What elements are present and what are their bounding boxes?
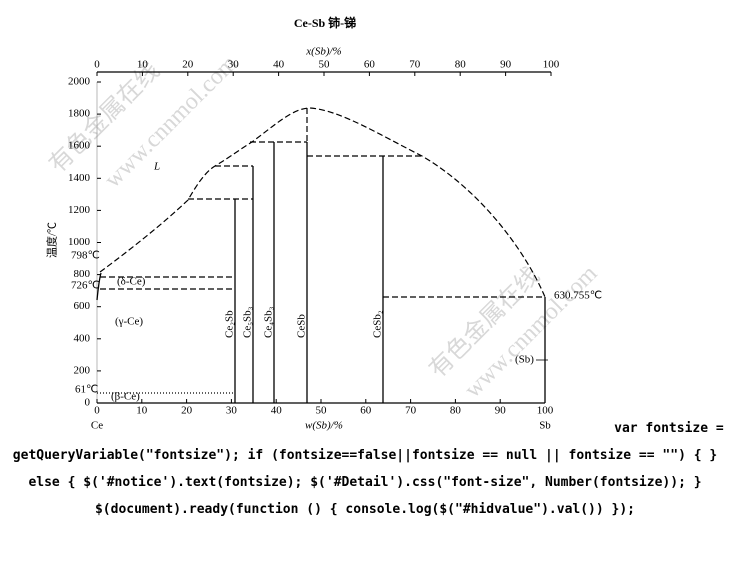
code-text: var fontsize = getQueryVariable("fontsiz… xyxy=(12,421,724,517)
y-tick-label: 1200 xyxy=(68,204,91,216)
x-tick-label: 90 xyxy=(495,405,507,417)
element-label: Sb xyxy=(539,420,551,432)
bottom-axis-label: w(Sb)/% xyxy=(305,420,343,432)
x-tick-label: 20 xyxy=(181,405,193,417)
x-tick-label: 30 xyxy=(226,405,238,417)
top-tick-label: 20 xyxy=(183,59,195,71)
x-tick-label: 10 xyxy=(137,405,149,417)
x-tick-label: 80 xyxy=(450,405,462,417)
top-tick-label: 100 xyxy=(543,59,560,71)
y-tick-label: 200 xyxy=(74,364,91,376)
phase-label: CeSb xyxy=(296,314,308,338)
phase-label: CeSb₂ xyxy=(372,310,384,338)
x-tick-label: 40 xyxy=(271,405,283,417)
phase-label: Ce₅Sb₃ xyxy=(242,306,254,338)
phase-label: Ce₂Sb xyxy=(224,310,236,338)
title: Ce-Sb 铈-锑 xyxy=(294,15,356,30)
temperature-label: 798℃ xyxy=(71,250,100,262)
top-tick-label: 70 xyxy=(410,59,422,71)
y-tick-label: 800 xyxy=(74,268,91,280)
region-label: (Sb) xyxy=(515,354,534,366)
top-tick-label: 80 xyxy=(455,59,467,71)
x-tick-label: 60 xyxy=(361,405,373,417)
region-label: L xyxy=(153,161,160,173)
top-tick-label: 0 xyxy=(95,59,101,71)
temperature-label: 61℃ xyxy=(75,384,98,396)
top-tick-label: 10 xyxy=(137,59,149,71)
top-tick-label: 30 xyxy=(228,59,240,71)
element-label: Ce xyxy=(91,420,103,432)
phase-diagram: 有色金属在线 www.cnnmol.com 有色金属在线 www.cnnmol.… xyxy=(44,15,603,432)
temperature-label: 630.755℃ xyxy=(554,290,602,302)
phase-label: Ce₄Sb₃ xyxy=(263,306,275,338)
region-label: (γ-Ce) xyxy=(115,316,143,328)
y-tick-label: 0 xyxy=(85,397,91,409)
x-tick-label: 100 xyxy=(537,405,554,417)
y-tick-label: 1800 xyxy=(68,108,91,120)
y-tick-label: 600 xyxy=(74,300,91,312)
y-tick-label: 1600 xyxy=(68,140,91,152)
top-tick-label: 50 xyxy=(319,59,331,71)
top-tick-label: 40 xyxy=(273,59,285,71)
top-tick-label: 90 xyxy=(500,59,512,71)
page: 有色金属在线 www.cnnmol.com 有色金属在线 www.cnnmol.… xyxy=(12,15,724,517)
liquidus xyxy=(99,107,546,298)
y-tick-label: 1000 xyxy=(68,236,91,248)
region-label: (δ-Ce) xyxy=(117,276,146,288)
y-tick-label: 1400 xyxy=(68,172,91,184)
y-tick-label: 400 xyxy=(74,332,91,344)
top-axis-label: x(Sb)/% xyxy=(306,46,342,58)
temperature-label: 726℃ xyxy=(71,280,100,292)
y-axis-label: 温度/℃ xyxy=(45,222,59,258)
x-tick-label: 50 xyxy=(316,405,328,417)
x-tick-label: 70 xyxy=(405,405,417,417)
top-tick-label: 60 xyxy=(364,59,376,71)
y-tick-label: 2000 xyxy=(68,76,91,88)
x-tick-label: 0 xyxy=(95,405,101,417)
region-label: (β-Ce) xyxy=(111,391,140,403)
